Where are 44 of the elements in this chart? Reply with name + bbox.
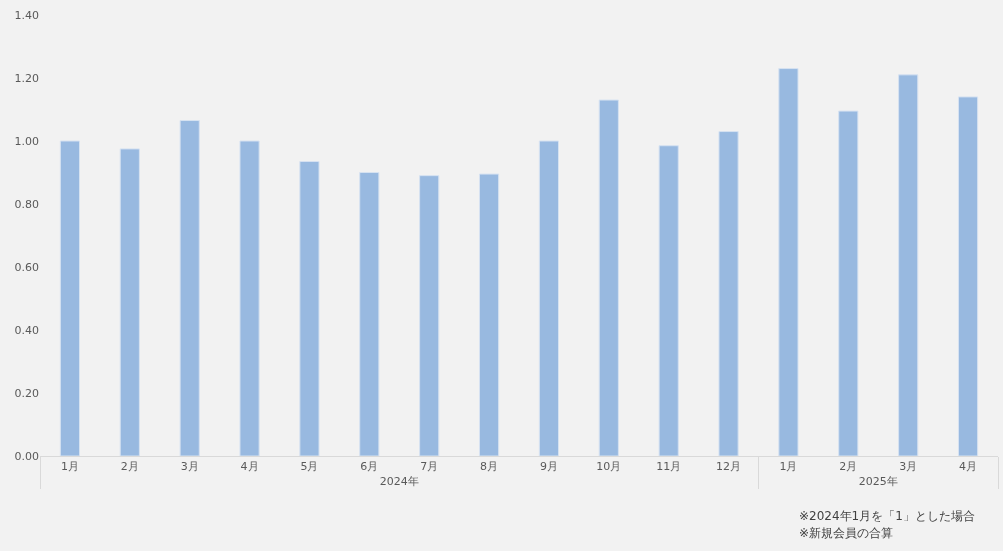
y-tick-label: 1.00 [14, 134, 39, 148]
bar [838, 110, 859, 456]
x-tick-label: 1月 [779, 460, 798, 474]
text: ※2024年1月を「1」とした場合 [799, 509, 975, 523]
y-tick-label: 0.60 [14, 260, 39, 274]
x-tick-label: 10月 [596, 460, 622, 474]
text: 2024年 [379, 475, 419, 489]
bar [478, 173, 500, 456]
bar [299, 160, 320, 456]
bar [59, 140, 81, 456]
x-tick-label: 2月 [120, 460, 139, 474]
y-tick-label: 0.00 [14, 449, 39, 463]
x-tick-label: 6月 [360, 460, 379, 474]
bar [239, 140, 260, 456]
bar [179, 120, 200, 456]
x-tick-label: 2月 [839, 460, 858, 474]
text: ※新規会員の合算 [799, 526, 894, 540]
bar [658, 145, 679, 456]
bar [957, 96, 979, 456]
x-tick-label: 3月 [899, 460, 918, 474]
x-tick-label: 7月 [420, 460, 439, 474]
x-tick-label: 5月 [300, 460, 319, 474]
y-tick-label: 0.80 [14, 197, 39, 211]
bar [778, 68, 799, 456]
x-tick-label: 1月 [60, 460, 79, 474]
x-tick-label: 4月 [240, 460, 259, 474]
bar [538, 140, 560, 456]
y-tick-label: 0.40 [14, 323, 39, 337]
bar [898, 74, 919, 456]
bar [598, 99, 619, 456]
x-tick-label: 4月 [959, 460, 978, 474]
x-tick-label: 11月 [656, 460, 682, 474]
bar [359, 172, 380, 456]
y-tick-label: 1.40 [14, 8, 39, 22]
y-tick-label: 1.20 [14, 71, 39, 85]
bar [718, 131, 739, 456]
y-tick-label: 0.20 [14, 386, 39, 400]
bar [119, 148, 140, 456]
x-tick-label: 9月 [539, 460, 558, 474]
x-tick-label: 12月 [716, 460, 742, 474]
bar [419, 175, 440, 456]
text: 2025年 [858, 475, 898, 489]
x-tick-label: 8月 [480, 460, 499, 474]
x-tick-label: 3月 [180, 460, 199, 474]
